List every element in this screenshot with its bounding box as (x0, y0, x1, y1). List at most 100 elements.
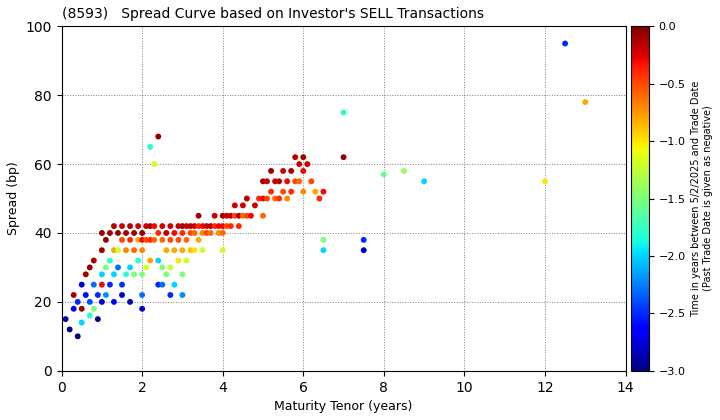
Point (193, 223, 204, 229)
Point (285, 168, 297, 174)
Point (148, 161, 160, 168)
Point (112, 264, 124, 271)
Point (269, 195, 281, 202)
Point (193, 213, 204, 219)
Point (140, 236, 152, 243)
Point (145, 223, 156, 229)
Point (189, 223, 200, 229)
Point (100, 264, 112, 271)
Point (176, 247, 188, 254)
Y-axis label: Spread (bp): Spread (bp) (7, 162, 20, 235)
Point (297, 188, 309, 195)
Point (197, 230, 208, 236)
Point (277, 188, 289, 195)
Point (136, 230, 148, 236)
Point (140, 264, 152, 271)
Point (358, 236, 369, 243)
Point (136, 291, 148, 298)
Point (168, 247, 180, 254)
Point (209, 223, 220, 229)
Point (168, 230, 180, 236)
Point (282, 195, 293, 202)
Point (108, 247, 120, 254)
Point (297, 154, 309, 160)
Point (128, 247, 140, 254)
Point (197, 247, 208, 254)
Point (358, 247, 369, 254)
Point (156, 281, 168, 288)
Point (128, 271, 140, 278)
Point (84, 312, 96, 319)
Point (189, 230, 200, 236)
Point (76, 319, 88, 326)
Point (136, 236, 148, 243)
Point (176, 230, 188, 236)
Point (161, 247, 172, 254)
Point (112, 247, 124, 254)
Point (84, 264, 96, 271)
Point (60, 316, 71, 323)
Point (176, 291, 188, 298)
Point (136, 305, 148, 312)
Point (257, 195, 269, 202)
Point (189, 247, 200, 254)
Point (96, 247, 107, 254)
Point (205, 223, 217, 229)
Point (221, 213, 233, 219)
Point (132, 236, 144, 243)
Point (173, 223, 184, 229)
Point (116, 281, 127, 288)
Point (257, 178, 269, 185)
Point (148, 236, 160, 243)
Point (112, 230, 124, 236)
Point (265, 168, 276, 174)
Point (225, 223, 237, 229)
Y-axis label: Time in years between 5/2/2025 and Trade Date
(Past Trade Date is given as negat: Time in years between 5/2/2025 and Trade… (691, 80, 713, 317)
Point (80, 271, 91, 278)
Point (261, 195, 273, 202)
Point (76, 305, 88, 312)
Point (153, 230, 164, 236)
Point (156, 264, 168, 271)
Point (132, 257, 144, 264)
Point (92, 291, 104, 298)
Point (201, 230, 212, 236)
Point (165, 236, 176, 243)
Point (197, 223, 208, 229)
Point (289, 154, 301, 160)
Point (108, 271, 120, 278)
Point (297, 168, 309, 174)
Point (225, 213, 237, 219)
Point (125, 223, 136, 229)
Point (310, 188, 321, 195)
Point (318, 247, 329, 254)
Point (176, 223, 188, 229)
Point (294, 161, 305, 168)
Point (68, 305, 79, 312)
Point (229, 202, 240, 209)
Point (173, 257, 184, 264)
Point (580, 99, 591, 105)
Point (132, 223, 144, 229)
Point (125, 264, 136, 271)
Point (559, 40, 571, 47)
Point (168, 281, 180, 288)
Point (84, 299, 96, 305)
Point (165, 291, 176, 298)
Point (136, 247, 148, 254)
Point (217, 213, 228, 219)
Point (217, 247, 228, 254)
Point (100, 236, 112, 243)
Point (181, 223, 192, 229)
Point (148, 223, 160, 229)
Point (140, 223, 152, 229)
Point (145, 144, 156, 150)
Point (96, 299, 107, 305)
Point (233, 213, 245, 219)
Point (64, 326, 76, 333)
Point (88, 281, 99, 288)
Point (96, 271, 107, 278)
Point (76, 281, 88, 288)
Point (213, 230, 225, 236)
Point (116, 223, 127, 229)
